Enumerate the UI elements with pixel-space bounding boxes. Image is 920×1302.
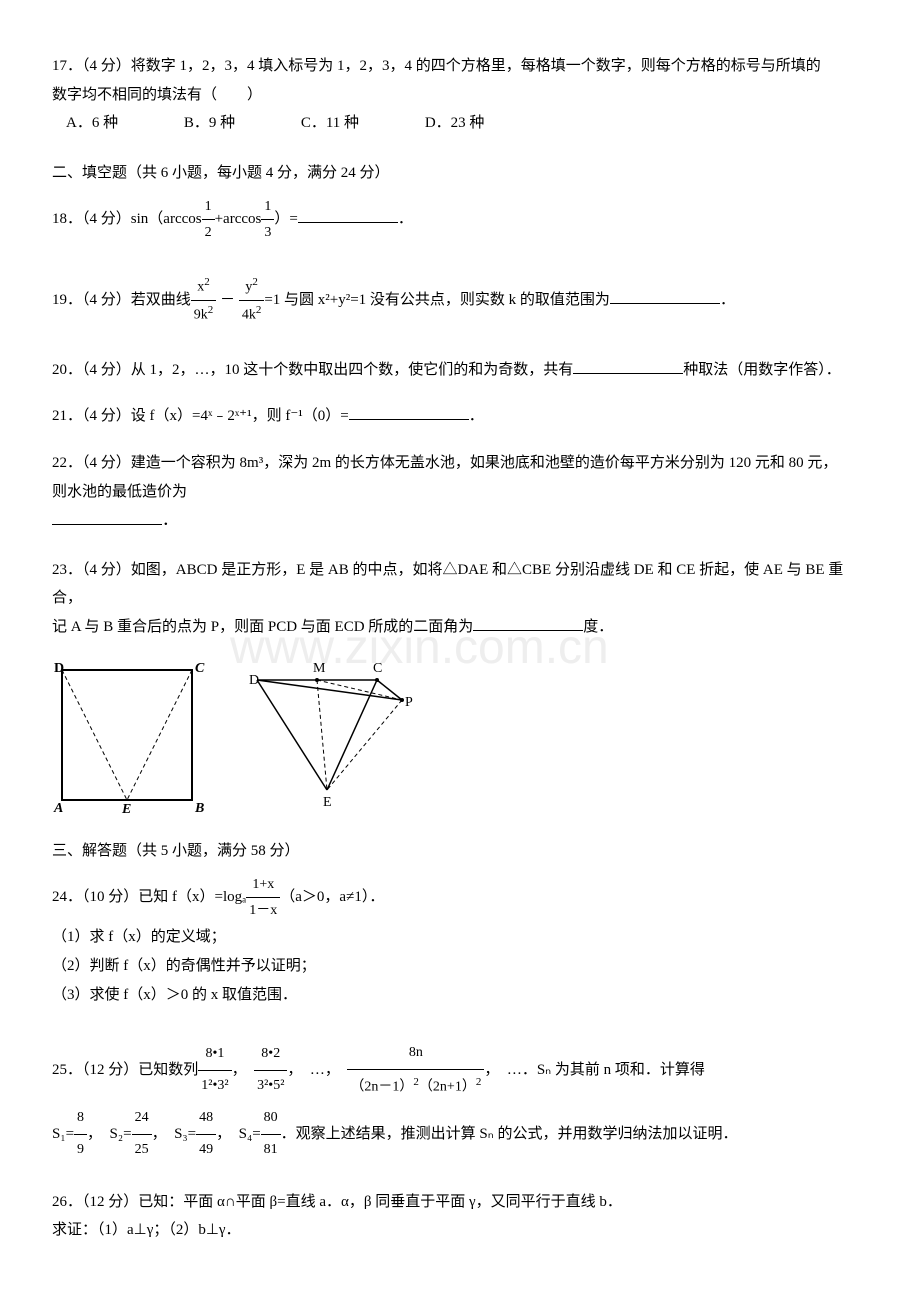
svg-text:E: E [121,802,131,815]
question-17: 17．（4 分）将数字 1，2，3，4 填入标号为 1，2，3，4 的四个方格里… [52,52,868,137]
svg-text:D: D [249,673,259,688]
svg-text:C: C [373,661,382,676]
q24-sub1: （1）求 f（x）的定义域； [52,929,226,945]
svg-text:D: D [54,661,64,676]
diagram-fold: D M C P E [237,660,417,815]
q17-line2: 数字均不相同的填法有（ ） [52,87,262,103]
q17-line1: 17．（4 分）将数字 1，2，3，4 填入标号为 1，2，3，4 的四个方格里… [52,58,821,74]
q19-frac1: x29k2 [191,273,217,328]
q24-frac: 1+x1－x [246,872,280,923]
svg-text:P: P [405,695,413,710]
q25-s3: 4849 [196,1103,216,1166]
svg-text:B: B [194,801,204,815]
q18-blank [298,207,398,223]
q25-s1: 89 [74,1103,87,1166]
q23-blank [473,615,583,631]
q20-blank [573,358,683,374]
section-3-header: 三、解答题（共 5 小题，满分 58 分） [52,839,868,860]
svg-text:M: M [313,661,326,676]
question-25: 25．（12 分）已知数列8•11²•3²， 8•23²•5²， …， 8n（2… [52,1038,868,1166]
q21-blank [349,404,469,420]
question-19: 19．（4 分）若双曲线x29k2 － y24k2=1 与圆 x²+y²=1 没… [52,273,868,328]
q17-opt-c: C．11 种 [301,110,359,137]
q18-frac2: 13 [261,194,274,245]
q25-t2: 8•23²•5² [254,1039,287,1102]
q19-blank [610,288,720,304]
question-21: 21．（4 分）设 f（x）=4ˣ﹣2ˣ⁺¹，则 f⁻¹（0）=． [52,402,868,431]
svg-text:C: C [195,661,205,676]
q17-options: A．6 种 B．9 种 C．11 种 D．23 种 [52,110,868,137]
q22-blank [52,509,162,525]
q25-t1: 8•11²•3² [198,1039,231,1102]
diagram-square: D C A E B [52,660,207,815]
section-2-header: 二、填空题（共 6 小题，每小题 4 分，满分 24 分） [52,161,868,182]
q24-sub3: （3）求使 f（x）＞0 的 x 取值范围． [52,987,297,1003]
question-20: 20．（4 分）从 1，2，…，10 这十个数中取出四个数，使它们的和为奇数，共… [52,356,868,385]
question-24: 24．（10 分）已知 f（x）=logₐ1+x1－x（a＞0，a≠1）． （1… [52,872,868,1010]
q17-opt-b: B．9 种 [184,110,235,137]
question-26: 26．（12 分）已知：平面 α∩平面 β=直线 a．α，β 同垂直于平面 γ，… [52,1188,868,1246]
q25-s2: 2425 [132,1103,152,1166]
svg-text:E: E [323,795,332,810]
q25-tn: 8n（2n－1）2（2n+1）2 [347,1038,484,1103]
question-18: 18．（4 分）sin（arccos12+arccos13）=． [52,194,868,245]
svg-text:A: A [53,801,63,815]
question-22: 22．（4 分）建造一个容积为 8m³，深为 2m 的长方体无盖水池，如果池底和… [52,449,868,535]
question-23: 23．（4 分）如图，ABCD 是正方形，E 是 AB 的中点，如将△DAE 和… [52,556,868,642]
q23-diagrams: D C A E B D M C P E [52,660,868,815]
q25-s4: 8081 [261,1103,281,1166]
q19-frac2: y24k2 [239,273,265,328]
q24-sub2: （2）判断 f（x）的奇偶性并予以证明； [52,958,316,974]
q18-frac1: 12 [202,194,215,245]
q17-opt-a: A．6 种 [66,110,118,137]
q17-opt-d: D．23 种 [425,110,485,137]
